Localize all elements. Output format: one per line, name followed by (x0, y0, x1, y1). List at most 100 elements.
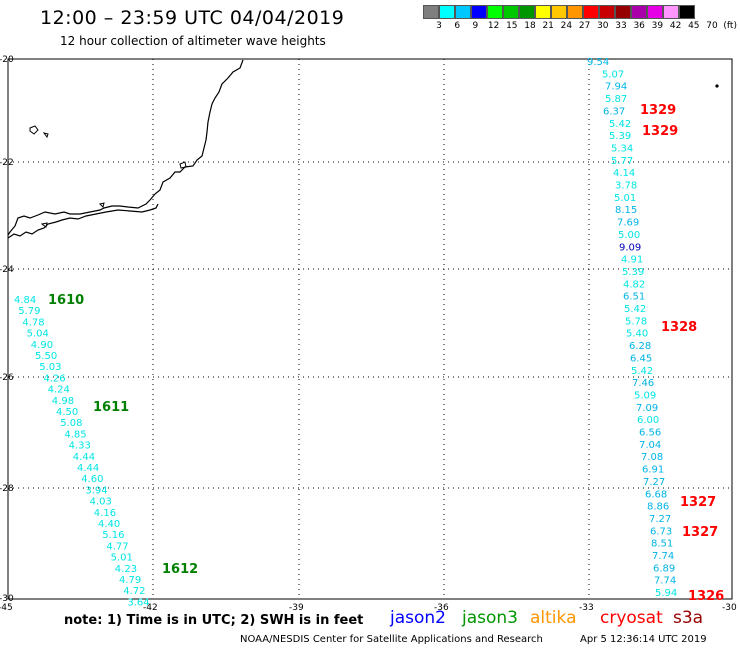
legend-label: 15 (506, 21, 518, 31)
wave-height-value: 5.08 (60, 418, 82, 429)
map-grid (8, 59, 732, 599)
wave-height-value: 7.08 (641, 452, 663, 463)
island (40, 222, 48, 228)
wave-height-value: 6.56 (639, 428, 661, 439)
legend-swatch (567, 5, 583, 19)
wave-height-value: 8.86 (647, 502, 669, 513)
map-labels: -20-22-24-26-28-30-45-42-39-36-33-309.54… (0, 55, 737, 613)
time-tag: 1328 (661, 320, 697, 335)
wave-height-value: 4.98 (52, 396, 74, 407)
island (715, 84, 719, 88)
legend-label: 39 (651, 21, 664, 31)
wave-height-value: 6.00 (637, 415, 659, 426)
island (99, 202, 105, 208)
wave-height-value: 5.79 (18, 306, 40, 317)
wave-height-value: 4.90 (31, 340, 53, 351)
island (42, 132, 49, 139)
wave-height-value: 5.09 (634, 390, 656, 401)
wave-height-value: 4.82 (623, 279, 645, 290)
legend-swatch (471, 5, 487, 19)
wave-height-value: 4.72 (123, 586, 145, 597)
wave-height-value: 6.45 (630, 353, 652, 364)
wave-height-value: 5.42 (609, 119, 631, 130)
coastline-inlet (7, 203, 159, 239)
legend-swatch (551, 5, 567, 19)
wave-height-value: 4.78 (22, 317, 44, 328)
legend-labels: 3 6 9 12 15 18 21 24 27 30 33 36 39 42 45 70 (ft) (423, 19, 740, 33)
wave-height-value: 4.84 (14, 295, 36, 306)
legend-swatch (487, 5, 503, 19)
wave-height-value: 6.28 (629, 341, 651, 352)
wave-height-value: 4.79 (119, 575, 141, 586)
latitude-label: -28 (0, 484, 14, 494)
wave-height-value: 7.74 (652, 551, 674, 562)
satellite-cryosat: cryosat (600, 608, 663, 628)
wave-height-value: 6.89 (653, 563, 675, 574)
wave-height-value: 5.40 (626, 329, 648, 340)
longitude-label: -42 (143, 603, 158, 613)
satellite-jason2: jason2 (390, 608, 446, 628)
wave-height-value: 4.85 (64, 429, 86, 440)
wave-height-value: 5.42 (631, 366, 653, 377)
wave-height-value: 5.34 (611, 143, 633, 154)
wave-height-value: 5.04 (27, 329, 49, 340)
latitude-label: -24 (0, 265, 14, 275)
wave-height-value: 6.51 (623, 292, 645, 303)
map-frame (7, 58, 733, 600)
legend-label: 36 (633, 21, 645, 31)
legend-label: 45 (688, 21, 700, 31)
legend-swatch (663, 5, 679, 19)
wave-height-value: 5.07 (602, 69, 624, 80)
wave-height-value: 4.23 (115, 564, 137, 575)
wave-height-value: 7.27 (649, 514, 671, 525)
longitude-label: -45 (0, 603, 13, 613)
satellite-jason3: jason3 (462, 608, 518, 628)
page-subtitle: 12 hour collection of altimeter wave hei… (60, 34, 326, 48)
wave-height-value: 3.78 (615, 181, 637, 192)
legend-label: 18 (524, 21, 536, 31)
wave-height-value: 4.24 (48, 385, 70, 396)
legend-label: 6 (454, 21, 461, 31)
legend-label: 21 (542, 21, 554, 31)
wave-height-value: 7.27 (643, 477, 665, 488)
legend-label: 33 (615, 21, 627, 31)
page-title: 12:00 – 23:59 UTC 04/04/2019 (40, 7, 345, 29)
longitude-label: -39 (289, 603, 304, 613)
time-tag: 1611 (93, 400, 129, 415)
legend-swatch (519, 5, 535, 19)
legend-label: (ft) (723, 21, 737, 31)
time-tag: 1327 (682, 525, 718, 540)
wave-height-value: 5.42 (624, 304, 646, 315)
wave-height-value: 4.03 (90, 497, 112, 508)
legend-label: 30 (597, 21, 609, 31)
time-tag: 1329 (642, 124, 678, 139)
wave-height-value: 7.09 (636, 403, 658, 414)
color-legend: 3 6 9 12 15 18 21 24 27 30 33 36 39 42 45 70 (ft) (423, 5, 740, 33)
island (179, 161, 187, 169)
wave-height-value: 8.15 (615, 205, 637, 216)
wave-height-value: 5.87 (605, 94, 627, 105)
generated-timestamp: Apr 5 12:36:14 UTC 2019 (580, 634, 707, 645)
legend-swatch (599, 5, 615, 19)
wave-height-value: 9.54 (587, 57, 609, 68)
longitude-label: -33 (579, 603, 594, 613)
legend-label: 12 (487, 21, 500, 31)
wave-height-value: 4.44 (77, 463, 99, 474)
wave-height-value: 6.68 (645, 489, 667, 500)
wave-height-value: 5.00 (618, 230, 640, 241)
wave-height-value: 3.64 (127, 597, 149, 608)
wave-height-value: 7.74 (654, 576, 676, 587)
wave-height-value: 6.37 (603, 106, 625, 117)
satellite-altika: altika (530, 608, 577, 628)
legend-label: 27 (578, 21, 591, 31)
longitude-label: -36 (434, 603, 449, 613)
legend-swatch (423, 5, 439, 19)
wave-height-value: 4.77 (106, 541, 128, 552)
footer-note: note: 1) Time is in UTC; 2) SWH is in fe… (64, 613, 364, 628)
satellite-s3a: s3a (673, 608, 704, 628)
legend-swatch (583, 5, 599, 19)
time-tag: 1610 (48, 293, 84, 308)
wave-height-value: 5.16 (102, 530, 124, 541)
island (29, 125, 39, 135)
